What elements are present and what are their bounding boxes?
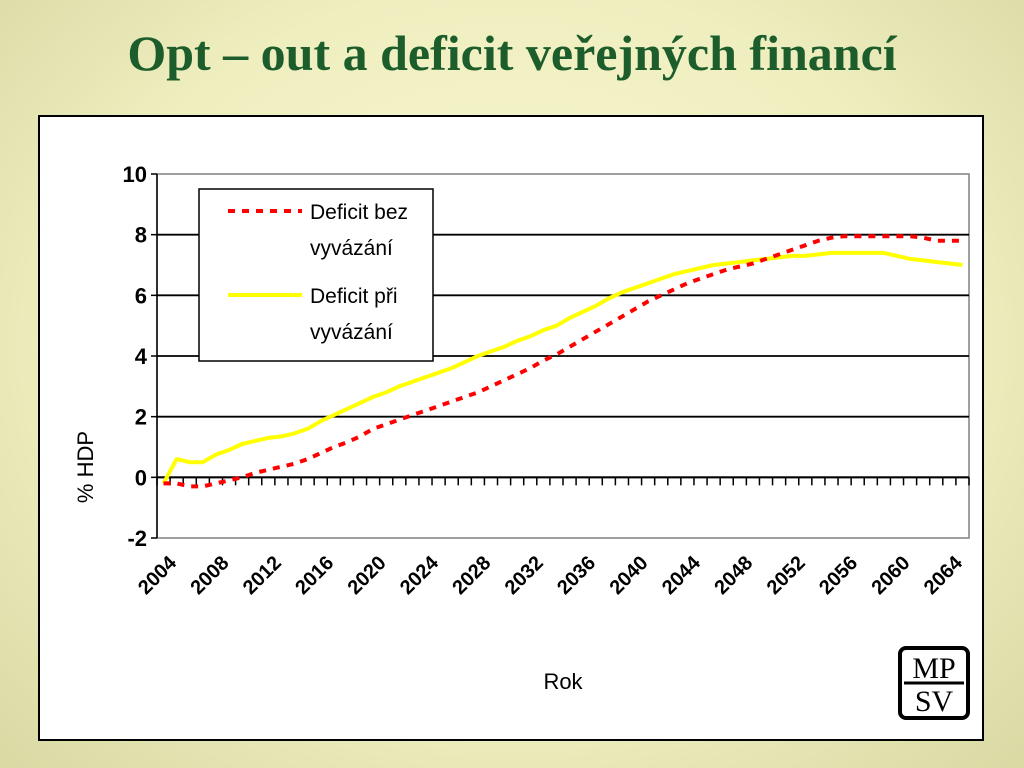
x-tick-label: 2064 [920, 551, 968, 599]
series-line-1 [161, 250, 963, 485]
x-tick-label: 2060 [867, 552, 914, 599]
y-tick-label: 4 [135, 344, 148, 369]
chart-frame: -2 0 2 4 6 8 10 2004 2008 2012 2016 2020 2024 2028 20… [38, 115, 984, 741]
legend-label-1-line-1: Deficit při [310, 285, 398, 308]
x-tick-label: 2012 [239, 552, 286, 599]
y-tick-label: -2 [127, 526, 147, 551]
legend-label-0-line-2: vyvázání [310, 237, 393, 260]
x-tick-label: 2048 [710, 552, 757, 599]
y-axis-title: % HDP [73, 431, 98, 503]
y-tick-label: 2 [135, 405, 147, 430]
x-tick-label: 2032 [501, 552, 548, 599]
y-tick-label: 8 [135, 223, 147, 248]
legend: Deficit bez vyvázání Deficit při vyvázán… [198, 188, 434, 362]
legend-label-0-line-1: Deficit bez [310, 201, 408, 224]
x-tick-label: 2052 [763, 552, 810, 599]
x-tick-label: 2008 [186, 552, 233, 599]
x-tick-label: 2036 [553, 552, 600, 599]
series-line-0 [163, 234, 963, 489]
x-axis-labels: 2004 2008 2012 2016 2020 2024 2028 2032 2036 2040… [134, 551, 967, 599]
series-layer [161, 234, 963, 489]
x-axis-title: Rok [543, 669, 583, 694]
x-tick-label: 2044 [658, 551, 706, 599]
legend-label-1-line-2: vyvázání [310, 321, 393, 344]
x-tick-label: 2028 [448, 552, 495, 599]
y-tick-label: 10 [123, 162, 147, 187]
x-tick-label: 2040 [606, 552, 653, 599]
x-tick-label: 2020 [344, 552, 391, 599]
logo-text-top: MP [912, 652, 955, 685]
y-tick-label: 6 [135, 283, 147, 308]
slide-title: Opt – out a deficit veřejných financí [127, 25, 897, 81]
y-tick-label: 0 [135, 465, 147, 490]
logo-text-bottom: SV [915, 685, 954, 718]
mpsv-logo: MP SV [898, 646, 970, 720]
x-tick-label: 2056 [815, 552, 862, 599]
x-tick-label: 2004 [134, 551, 182, 599]
x-tick-label: 2024 [396, 551, 444, 599]
x-tick-label: 2016 [291, 552, 338, 599]
y-axis-ticks: -2 0 2 4 6 8 10 [123, 162, 157, 551]
